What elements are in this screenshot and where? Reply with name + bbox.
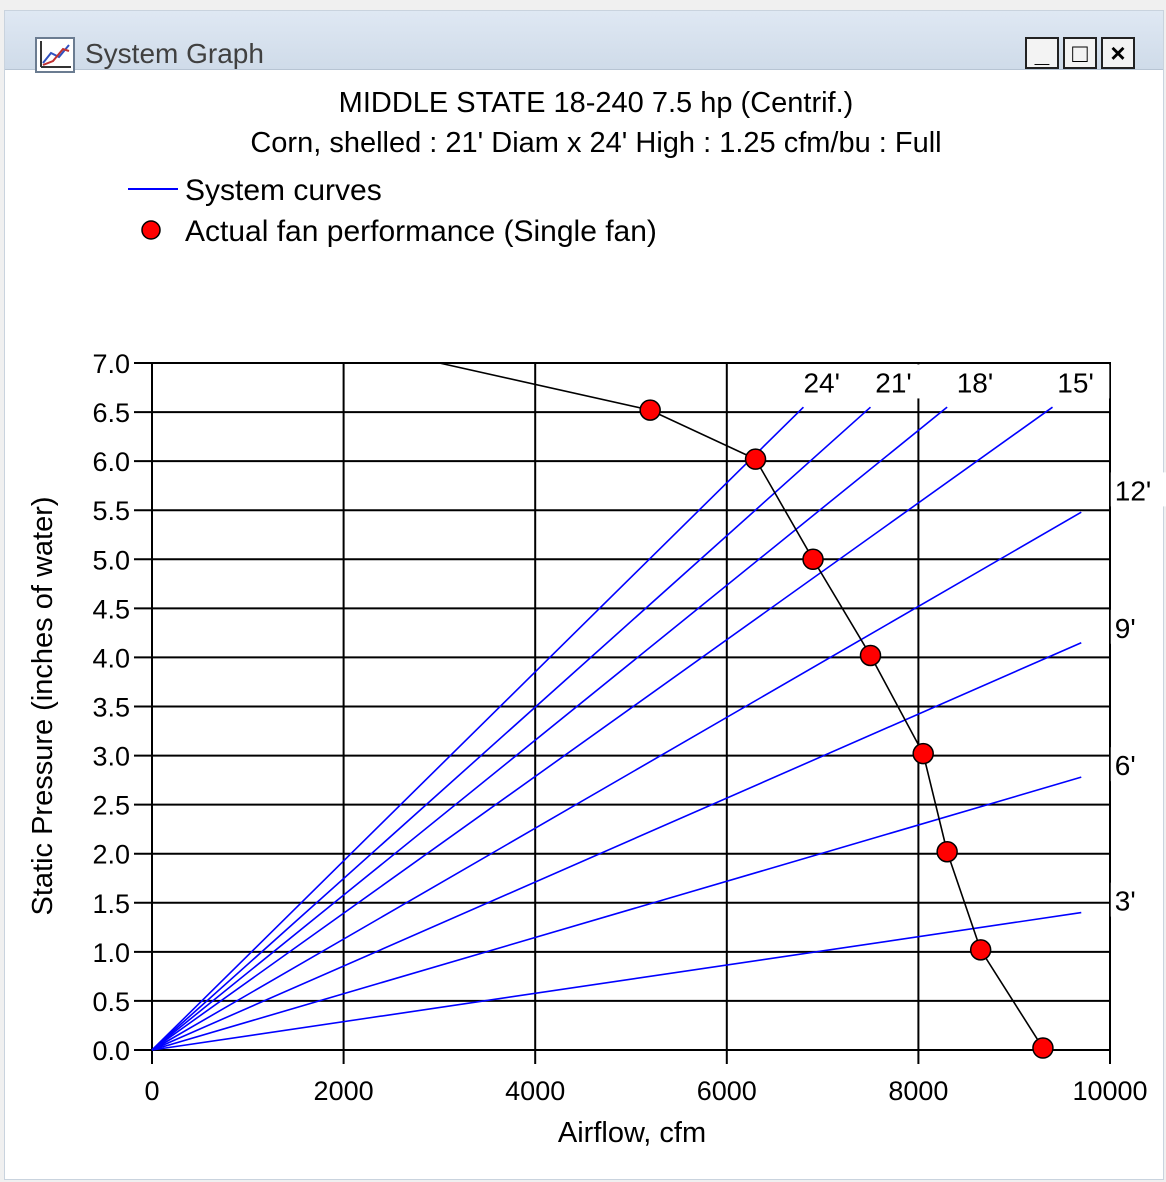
- y-tick-label: 1.0: [92, 938, 130, 968]
- y-tick-label: 2.0: [92, 840, 130, 870]
- y-tick-label: 6.5: [92, 398, 130, 428]
- y-tick-label: 1.5: [92, 889, 130, 919]
- system-curve-line: [151, 641, 1082, 1051]
- y-axis-label: Static Pressure (inches of water): [27, 496, 59, 915]
- legend-label-system-curves: System curves: [185, 174, 382, 207]
- x-tick-label: 4000: [505, 1076, 565, 1106]
- y-tick-label: 5.0: [92, 545, 130, 575]
- y-tick-label: 4.5: [92, 594, 130, 624]
- close-button[interactable]: ×: [1101, 37, 1135, 69]
- fan-performance-point: [969, 939, 992, 961]
- system-curve-line: [151, 911, 1082, 1051]
- system-curve-line: [151, 406, 872, 1051]
- curve-label-background: [1110, 747, 1151, 782]
- system-curve-line: [151, 776, 1082, 1051]
- y-tick-label: 3.0: [92, 742, 130, 772]
- maximize-button[interactable]: □: [1063, 37, 1097, 69]
- fan-performance-point: [639, 399, 661, 421]
- legend: System curves Actual fan performance (Si…: [128, 174, 657, 248]
- system-curve-line: [151, 406, 805, 1051]
- system-curve-line: [151, 511, 1082, 1051]
- x-tick-label: 10000: [1072, 1076, 1147, 1106]
- curve-label-background: [1110, 882, 1151, 917]
- x-tick-label: 0: [144, 1076, 159, 1106]
- system-curve-label: 9': [1115, 613, 1136, 644]
- y-tick-label: 6.0: [92, 447, 130, 477]
- curve-label-background: [1110, 609, 1151, 644]
- y-tick-label: 0.5: [92, 987, 130, 1017]
- system-curve-label: 18': [957, 367, 994, 398]
- system-curve-line: [151, 406, 1053, 1051]
- system-curve-label: 6': [1115, 750, 1136, 781]
- system-curve-line: [151, 406, 948, 1051]
- x-axis-label: Airflow, cfm: [558, 1117, 706, 1149]
- system-curve-label: 3': [1115, 886, 1136, 917]
- y-tick-label: 7.0: [92, 349, 130, 379]
- y-tick-label: 4.0: [92, 643, 130, 673]
- system-curve-label: 24': [803, 367, 840, 398]
- graph-glyph-icon: [40, 41, 71, 68]
- legend-marker-swatch: [141, 220, 161, 240]
- fan-performance-point: [859, 644, 882, 667]
- fan-performance-point: [936, 841, 958, 863]
- curve-label-background: [1053, 364, 1110, 399]
- fan-performance-point: [802, 548, 824, 571]
- y-tick-label: 2.5: [92, 791, 130, 821]
- curve-label-background: [871, 364, 928, 399]
- x-tick-label: 6000: [697, 1076, 757, 1106]
- system-curve-label: 12': [1115, 475, 1152, 506]
- plot-area: 0.0 0.5 1.0 1.5 2.0 2.5 3.0 3.5 4.0 4.5 5.0 5.5 6.0 6…: [92, 349, 1166, 1106]
- window-title: System Graph: [85, 38, 264, 69]
- y-tick-label: 3.5: [92, 693, 130, 723]
- system-curve-label: 21': [875, 367, 912, 398]
- y-tick-label: 0.0: [92, 1036, 130, 1066]
- curve-label-background: [1110, 472, 1166, 507]
- minimize-button[interactable]: _: [1025, 37, 1059, 69]
- title-bar[interactable]: System Graph _ □ ×: [5, 11, 1163, 73]
- fan-performance-point: [1032, 1037, 1054, 1059]
- x-tick-label: 2000: [314, 1076, 374, 1106]
- chart-title: MIDDLE STATE 18-240 7.5 hp (Centrif.): [339, 87, 854, 119]
- graph-app-icon: [35, 37, 75, 73]
- x-tick-label: 8000: [888, 1076, 948, 1106]
- curve-label-background: [799, 364, 856, 399]
- fan-performance-point: [912, 742, 934, 765]
- fan-performance-point: [744, 448, 767, 470]
- legend-label-fan-performance: Actual fan performance (Single fan): [185, 215, 657, 248]
- chart-subtitle: Corn, shelled : 21' Diam x 24' High : 1.…: [250, 127, 941, 159]
- system-curve-label: 15': [1057, 367, 1094, 398]
- curve-label-background: [952, 364, 1009, 399]
- y-tick-label: 5.5: [92, 496, 130, 526]
